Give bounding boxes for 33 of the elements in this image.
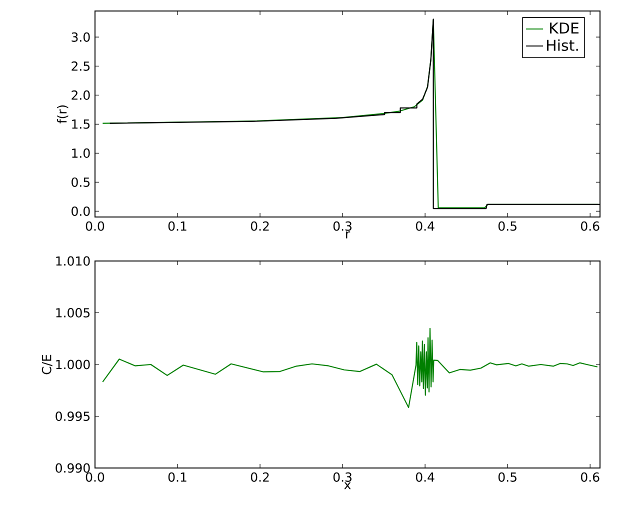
x-tick-label: 0.2 (250, 221, 269, 231)
legend-label: KDE (550, 22, 579, 34)
legend-label: Hist. (547, 39, 578, 51)
y-tick-label: 1.005 (56, 308, 90, 318)
line-series (102, 328, 598, 408)
x-tick-label: 0.3 (333, 472, 352, 482)
y-tick-label: 2.0 (72, 90, 90, 100)
y-tick-label: 0.990 (56, 463, 90, 473)
y-axis-title: f(r) (57, 105, 68, 124)
x-tick-label: 0.6 (580, 472, 600, 482)
x-tick-label: 0.4 (416, 472, 434, 482)
x-tick-label: 0.0 (86, 472, 104, 482)
x-tick-label: 0.1 (168, 221, 186, 231)
x-tick-label: 0.1 (168, 472, 186, 482)
x-tick-label: 0.3 (333, 221, 352, 231)
y-tick-label: 1.000 (56, 360, 90, 370)
x-axis-title: x (344, 482, 351, 490)
y-axis-title: C/E (42, 354, 52, 374)
y-tick-label: 0.0 (72, 206, 90, 216)
y-tick-label: 1.010 (56, 256, 90, 266)
x-tick-label: 0.4 (416, 221, 434, 231)
y-tick-label: 1.0 (72, 148, 90, 158)
y-tick-label: 2.5 (72, 61, 90, 71)
x-tick-label: 0.5 (498, 221, 516, 231)
x-axis-title: r (346, 231, 350, 238)
x-tick-label: 0.2 (250, 472, 269, 482)
x-tick-label: 0.0 (86, 221, 104, 231)
y-tick-label: 1.5 (72, 120, 90, 129)
y-tick-label: 3.0 (72, 32, 90, 42)
x-tick-label: 0.5 (498, 472, 516, 482)
y-tick-label: 0.5 (72, 177, 90, 187)
x-tick-label: 0.6 (580, 221, 600, 231)
y-tick-label: 0.995 (56, 412, 90, 421)
